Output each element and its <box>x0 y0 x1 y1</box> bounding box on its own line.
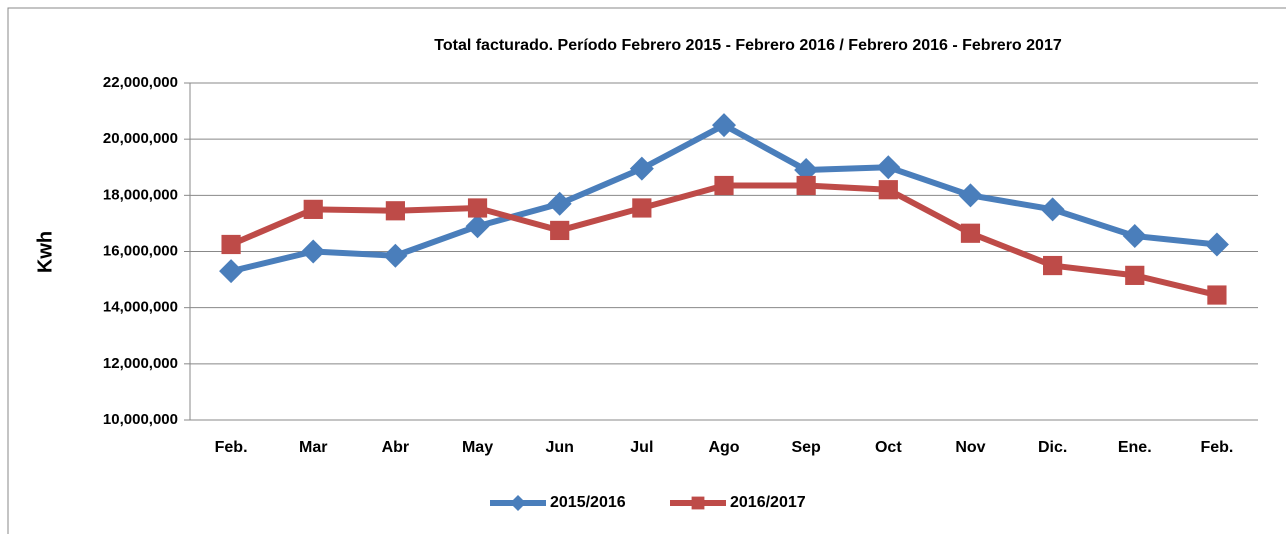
data-point <box>629 156 654 181</box>
data-point <box>878 180 898 200</box>
x-tick-label: Mar <box>299 439 327 456</box>
y-axis-label: Kwh <box>34 231 56 273</box>
x-tick-label: Abr <box>382 439 410 456</box>
data-point <box>796 175 816 196</box>
chart-title: Total facturado. Período Febrero 2015 - … <box>434 37 1062 54</box>
x-tick-label: Dic. <box>1038 439 1067 456</box>
data-point <box>960 223 981 243</box>
data-point <box>303 199 323 219</box>
data-point <box>958 183 983 208</box>
data-point <box>1125 265 1145 285</box>
data-point <box>876 155 901 180</box>
chart-frame <box>7 7 1286 534</box>
x-tick-label: May <box>462 439 493 456</box>
data-point <box>301 239 326 264</box>
x-tick-label: Feb. <box>1200 439 1233 456</box>
data-point <box>1204 232 1229 257</box>
y-tick-label: 18,000,000 <box>103 186 178 203</box>
x-tick-label: Ene. <box>1118 439 1152 456</box>
x-tick-label: Oct <box>875 439 902 456</box>
data-point <box>1040 197 1065 222</box>
y-tick-label: 20,000,000 <box>103 130 178 147</box>
y-tick-label: 10,000,000 <box>103 411 178 428</box>
data-point <box>221 234 241 255</box>
x-tick-label: Nov <box>955 439 985 456</box>
data-point <box>712 113 736 138</box>
data-point <box>1207 285 1227 305</box>
data-point <box>467 198 488 218</box>
series-line <box>230 122 1218 275</box>
data-point <box>1122 224 1147 249</box>
x-tick-label: Jun <box>545 439 573 456</box>
legend-label: 2016/2017 <box>730 494 806 511</box>
x-tick-label: Feb. <box>215 439 248 456</box>
legend-marker <box>510 495 526 511</box>
series-line <box>229 182 1218 298</box>
legend-label: 2015/2016 <box>550 494 626 511</box>
x-tick-label: Ago <box>708 439 739 456</box>
x-tick-label: Jul <box>630 439 653 456</box>
data-point <box>219 259 244 284</box>
y-tick-label: 16,000,000 <box>103 242 178 259</box>
legend-marker <box>691 496 705 510</box>
data-point <box>714 175 734 196</box>
y-tick-label: 12,000,000 <box>103 355 178 372</box>
data-point <box>1043 255 1063 276</box>
data-point <box>385 201 405 221</box>
y-tick-label: 14,000,000 <box>103 299 178 316</box>
data-point <box>383 243 408 268</box>
y-tick-label: 22,000,000 <box>103 74 178 91</box>
data-point <box>632 198 652 218</box>
data-point <box>550 220 570 241</box>
data-point <box>547 191 572 216</box>
data-point <box>465 214 490 239</box>
x-tick-label: Sep <box>791 439 821 456</box>
